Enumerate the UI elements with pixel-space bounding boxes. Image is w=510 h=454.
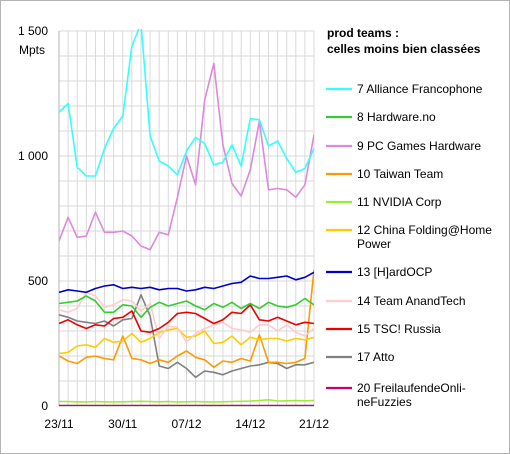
y-tick-label: 1 000 (18, 149, 48, 163)
legend-title: prod teams : (327, 26, 399, 40)
legend-label: 12 China Folding@Home (357, 223, 492, 237)
series-line-9-pc-games-hardware (59, 62, 314, 251)
y-tick-label: 0 (41, 399, 48, 413)
series-line-15-tsc-russia (59, 303, 314, 334)
legend-label: 13 [H]ardOCP (357, 265, 432, 279)
y-axis-label: Mpts (19, 43, 45, 57)
legend-label: 20 FreilaufendeOnli- (357, 381, 466, 395)
x-tick-label: 14/12 (235, 417, 265, 431)
grid (58, 30, 315, 407)
series-lines (59, 29, 314, 406)
y-tick-label: 500 (28, 274, 48, 288)
legend-label: 15 TSC! Russia (357, 322, 441, 336)
legend-label: 14 Team AnandTech (357, 294, 466, 308)
x-tick-label: 23/11 (44, 417, 73, 431)
legend-label: 17 Atto (357, 350, 395, 364)
legend-label: 7 Alliance Francophone (357, 82, 483, 96)
legend: prod teams : celles moins bien classées … (326, 26, 492, 409)
x-tick-labels: 23/11 30/11 07/12 14/12 21/12 (44, 417, 329, 431)
x-tick-label: 07/12 (171, 417, 201, 431)
series-line-10-taiwan-team (59, 269, 314, 369)
legend-entries: 7 Alliance Francophone 8 Hardware.no 9 PC … (326, 82, 492, 409)
x-tick-label: 21/12 (299, 417, 329, 431)
legend-label: 11 NVIDIA Corp (357, 195, 442, 209)
x-tick-label: 30/11 (108, 417, 137, 431)
legend-subtitle: celles moins bien classées (327, 42, 481, 56)
series-line-12-china-folding-home-power (59, 327, 314, 355)
series-line-14-team-anandtech (59, 291, 314, 344)
legend-label: 8 Hardware.no (357, 110, 436, 124)
series-line-8-hardware-no (59, 295, 314, 319)
legend-label: 9 PC Games Hardware (357, 139, 481, 153)
legend-label: Power (357, 237, 391, 251)
series-line-13-h-ardocp (59, 271, 314, 294)
y-tick-label: 1 500 (18, 24, 48, 38)
series-line-11-nvidia-corp (59, 398, 314, 403)
legend-label: neFuzzies (357, 395, 412, 409)
series-line-7-alliance-francophone (59, 29, 314, 177)
y-tick-labels: 0 500 1 000 1 500 (18, 24, 48, 413)
legend-label: 10 Taiwan Team (357, 167, 443, 181)
